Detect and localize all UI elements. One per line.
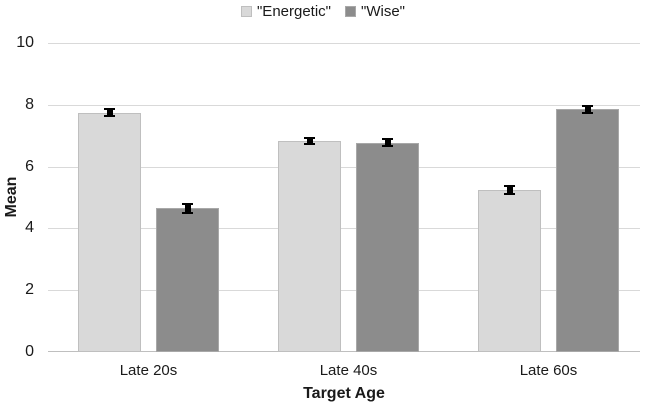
legend-item-energetic[interactable]: "Energetic": [240, 3, 332, 20]
y-axis-tick-labels: 0 2 4 6 8 10: [0, 0, 40, 411]
x-tick-label: Late 60s: [519, 362, 578, 379]
bar-late-40s-series-0[interactable]: [278, 141, 341, 352]
gridline: [48, 43, 640, 44]
x-axis-title: Target Age: [303, 385, 385, 402]
x-tick-label: Late 40s: [319, 362, 378, 379]
gridline: [48, 166, 640, 168]
y-tick-label: 10: [16, 34, 34, 51]
error-bar: [104, 108, 115, 117]
bar-late-60s-series-1[interactable]: [556, 109, 619, 352]
bar-late-40s-series-1[interactable]: [356, 142, 419, 352]
legend-label-wise: "Wise": [361, 3, 405, 20]
bar-late-20s-series-0[interactable]: [78, 112, 141, 352]
y-tick-label: 4: [25, 219, 34, 237]
error-bar: [504, 184, 515, 195]
error-bar: [304, 137, 315, 146]
error-bar: [382, 138, 393, 147]
y-tick-label: 8: [25, 95, 34, 113]
error-bar: [182, 202, 193, 214]
bar-late-20s-series-1[interactable]: [156, 208, 219, 352]
y-tick-label: 0: [25, 343, 34, 360]
y-tick-label: 2: [25, 281, 34, 299]
gridline: [48, 290, 640, 292]
legend: "Energetic" "Wise": [0, 3, 646, 20]
axis-baseline: [48, 351, 640, 352]
legend-swatch-energetic-icon: [240, 6, 252, 17]
error-bar: [582, 105, 593, 114]
gridline: [48, 104, 640, 106]
legend-swatch-wise-icon: [345, 6, 357, 17]
bar-late-60s-series-0[interactable]: [478, 189, 541, 352]
plot-area: [48, 43, 640, 352]
legend-label-energetic: "Energetic": [256, 3, 332, 20]
y-tick-label: 6: [25, 157, 34, 175]
x-tick-label: Late 20s: [119, 362, 178, 379]
legend-item-wise[interactable]: "Wise": [345, 3, 405, 20]
gridline: [48, 228, 640, 230]
